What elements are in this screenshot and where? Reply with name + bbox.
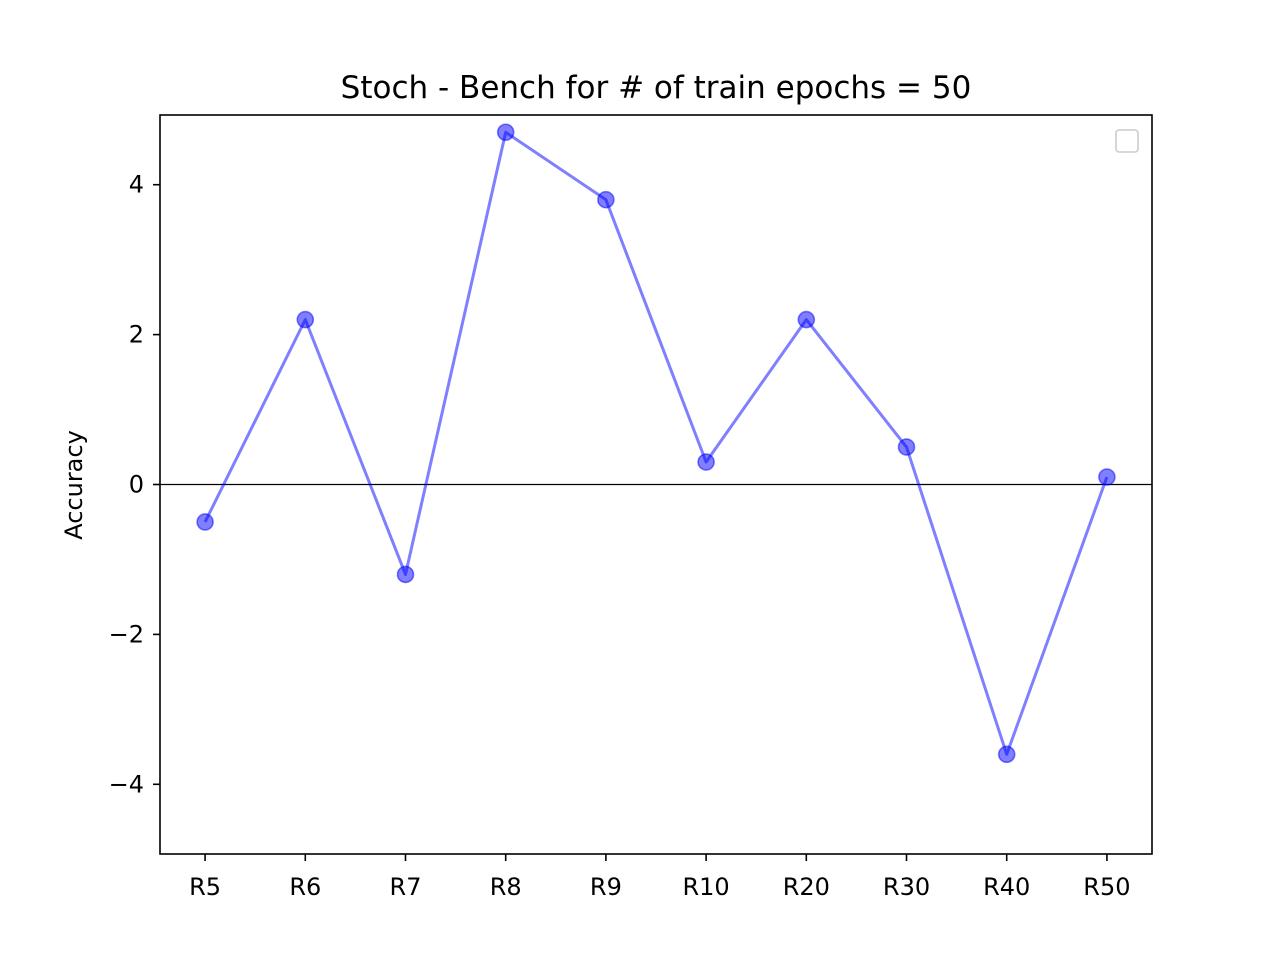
- y-tick-label: −2: [109, 620, 144, 648]
- y-axis-label: Accuracy: [60, 430, 88, 540]
- x-tick-label: R6: [289, 873, 321, 901]
- data-point: [897, 438, 916, 456]
- x-tick-label: R50: [1083, 873, 1130, 901]
- x-tick-label: R40: [983, 873, 1030, 901]
- data-point: [597, 190, 615, 209]
- series-line: [203, 130, 1109, 756]
- x-tick-label: R8: [490, 873, 522, 901]
- x-tick-label: R5: [189, 873, 221, 901]
- y-tick-label: −4: [109, 770, 144, 798]
- x-tick-label: R20: [783, 873, 830, 901]
- chart-title: Stoch - Bench for # of train epochs = 50: [341, 70, 972, 106]
- legend-box: [1115, 129, 1139, 153]
- x-tick-label: R10: [682, 873, 729, 901]
- y-tick-label: 2: [129, 321, 144, 349]
- data-point: [697, 453, 715, 471]
- x-tick-label: R7: [390, 873, 422, 901]
- data-point: [296, 310, 315, 329]
- series-layer: [196, 123, 1116, 764]
- data-point: [396, 565, 415, 584]
- y-tick-label: 4: [129, 171, 144, 199]
- x-axis: R5 R6 R7 R8 R9 R10 R20 R30 R40 R50: [189, 854, 1131, 901]
- x-tick-label: R30: [883, 873, 930, 901]
- data-point: [797, 310, 816, 329]
- data-point: [1098, 468, 1116, 486]
- y-axis: −4 −2 0 2 4: [109, 171, 160, 798]
- y-tick-label: 0: [129, 471, 144, 499]
- data-point: [997, 745, 1016, 764]
- data-point: [496, 123, 515, 142]
- data-point: [196, 513, 214, 531]
- x-tick-label: R9: [590, 873, 622, 901]
